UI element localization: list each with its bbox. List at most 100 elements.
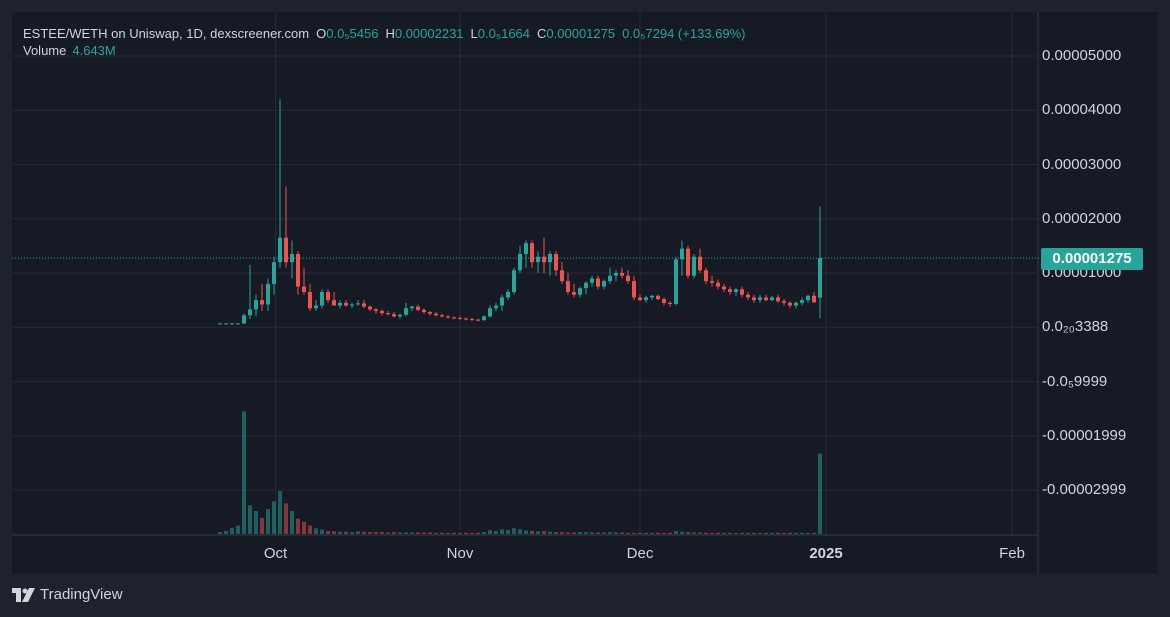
volume-bar	[338, 531, 342, 534]
candle-body	[296, 254, 300, 287]
candle-body	[302, 286, 306, 292]
volume-bar	[548, 531, 552, 534]
candle-body	[464, 318, 468, 320]
volume-bar	[620, 532, 624, 534]
volume-bar	[266, 509, 270, 534]
volume-bar	[818, 453, 822, 534]
volume-bar	[716, 532, 720, 534]
volume-bar	[788, 532, 792, 534]
candle-body	[776, 297, 780, 302]
volume-bar	[458, 532, 462, 534]
volume-bar	[740, 532, 744, 534]
volume-bar	[380, 532, 384, 534]
candle-body	[362, 303, 366, 307]
volume-bar	[410, 532, 414, 534]
volume-bar	[794, 532, 798, 534]
volume-bar	[752, 532, 756, 534]
volume-bar	[422, 532, 426, 534]
candle-body	[380, 310, 384, 314]
candle-body	[236, 323, 240, 325]
candle-body	[728, 289, 732, 292]
candle-body	[554, 254, 558, 271]
volume-bar	[806, 532, 810, 534]
candle-body	[446, 316, 450, 318]
low-label: L	[470, 26, 478, 41]
candle-body	[614, 273, 618, 276]
tradingview-logo-icon	[12, 587, 36, 602]
time-tick-label: Oct	[263, 545, 288, 562]
candle-body	[332, 300, 336, 306]
volume-bar	[332, 531, 336, 534]
volume-bar	[668, 532, 672, 534]
candle-body	[596, 278, 600, 287]
price-tick-label: 0.0₂₀3388	[1042, 318, 1109, 336]
volume-bar	[404, 532, 408, 534]
volume-bar	[542, 530, 546, 534]
tradingview-brand[interactable]: TradingView	[12, 586, 123, 603]
candle-body	[812, 295, 816, 303]
volume-bar	[728, 532, 732, 534]
volume-bar	[530, 530, 534, 534]
last-price-badge: 0.00001275	[1041, 248, 1143, 270]
price-tick-label: -0.00001999	[1042, 426, 1127, 444]
time-tick-label: Dec	[626, 545, 654, 562]
volume-bar	[488, 530, 492, 534]
volume-bar	[476, 532, 480, 534]
candle-body	[806, 295, 810, 301]
candle-body	[770, 297, 774, 301]
candle-body	[470, 319, 474, 321]
candle-body	[218, 323, 222, 325]
candle-body	[272, 262, 276, 284]
volume-bar	[470, 532, 474, 534]
candle-body	[602, 281, 606, 287]
candle-body	[686, 248, 690, 276]
volume-bar	[632, 532, 636, 534]
volume-bar	[776, 532, 780, 534]
volume-bar	[374, 532, 378, 534]
candle-body	[536, 256, 540, 263]
candle-body	[752, 297, 756, 301]
volume-bar	[560, 532, 564, 534]
volume-bar	[644, 532, 648, 534]
high-label: H	[385, 26, 395, 41]
candle-body	[410, 306, 414, 309]
volume-bar	[494, 530, 498, 534]
candle-body	[392, 314, 396, 317]
volume-bar	[290, 511, 294, 534]
candle-body	[722, 286, 726, 290]
candle-body	[284, 237, 288, 263]
volume-bar	[734, 532, 738, 534]
candle-body	[434, 313, 438, 316]
volume-bar	[500, 529, 504, 534]
candle-body	[494, 305, 498, 309]
candle-body	[338, 302, 342, 306]
price-tick-label: 0.00005000	[1042, 47, 1122, 64]
candle-body	[584, 282, 588, 289]
candle-body	[254, 300, 258, 310]
candle-body	[530, 243, 534, 263]
volume-bar	[308, 525, 312, 534]
candle-body	[650, 295, 654, 298]
price-tick-label: -0.00002999	[1042, 481, 1127, 498]
candle-body	[500, 297, 504, 306]
candle-body	[668, 302, 672, 304]
candle-body	[638, 297, 642, 301]
volume-bar	[692, 532, 696, 534]
volume-bar	[686, 532, 690, 534]
volume-bar	[518, 529, 522, 534]
candle-body	[572, 291, 576, 295]
chart-pane[interactable]	[12, 12, 1158, 574]
volume-bar	[392, 532, 396, 534]
volume-bar	[746, 532, 750, 534]
volume-bar	[302, 521, 306, 534]
candle-body	[476, 319, 480, 321]
candle-body	[608, 275, 612, 282]
volume-bar	[218, 532, 222, 534]
volume-bar	[764, 532, 768, 534]
volume-bar	[674, 530, 678, 534]
high-value: 0.00002231	[394, 26, 464, 41]
volume-bar	[254, 511, 258, 534]
volume-bar	[326, 530, 330, 534]
volume-bar	[800, 532, 804, 534]
